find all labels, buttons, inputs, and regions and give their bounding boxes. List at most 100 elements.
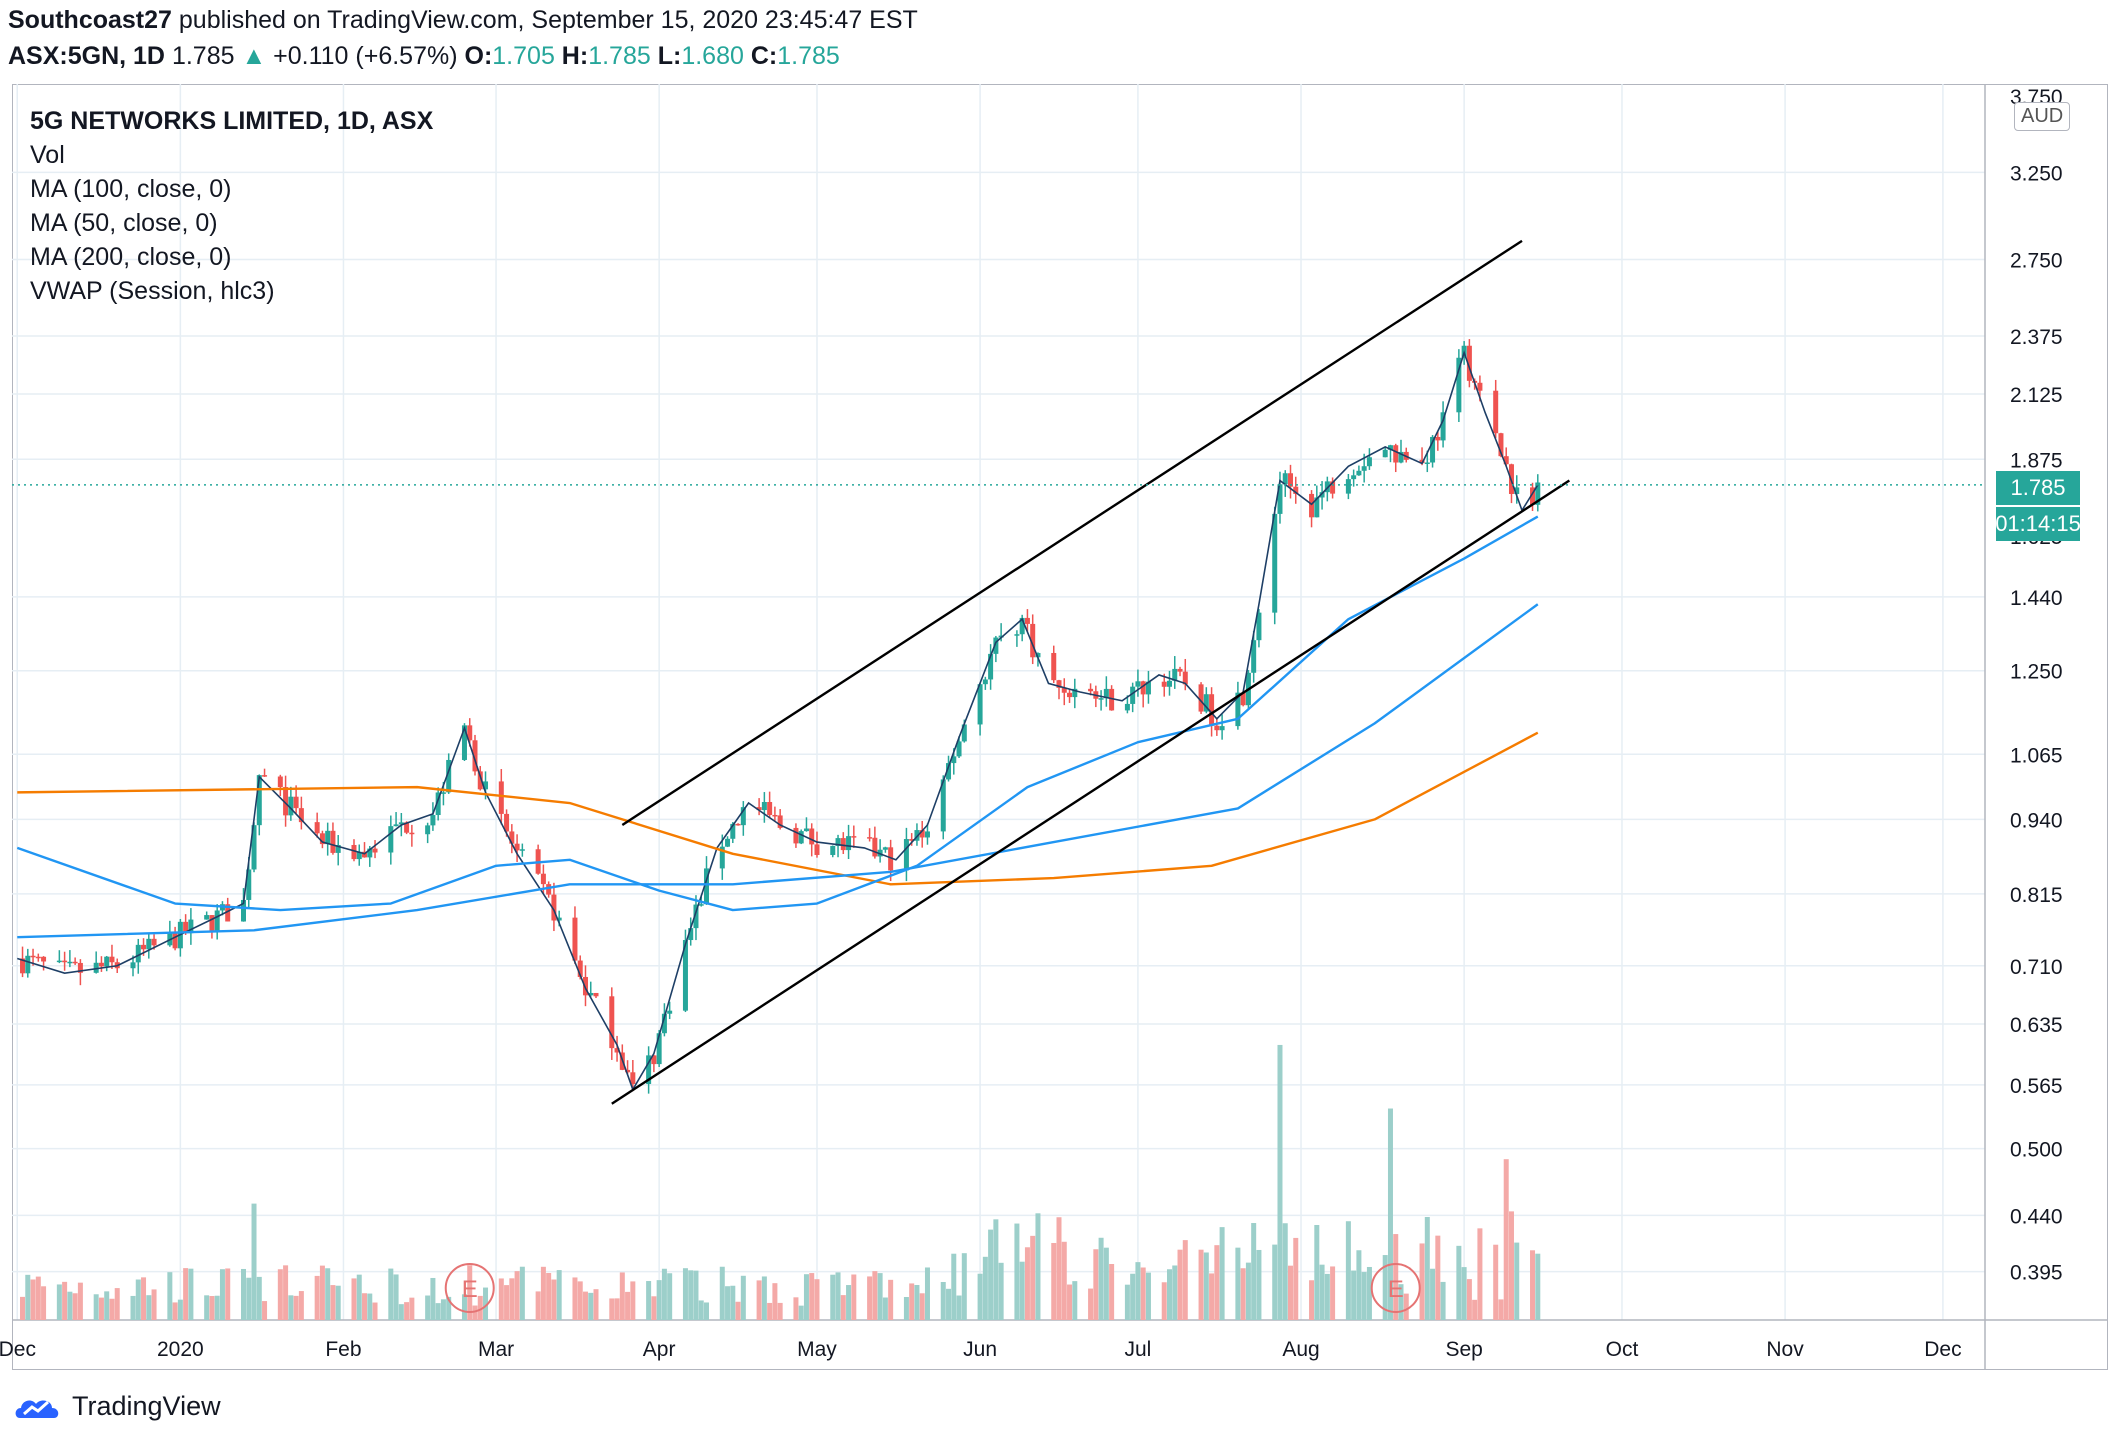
volume-bar <box>477 1295 483 1320</box>
volume-bar <box>614 1298 620 1320</box>
volume-bar <box>830 1274 836 1320</box>
volume-bar <box>219 1269 225 1320</box>
candle-body <box>251 825 257 870</box>
candle-body <box>1214 725 1220 731</box>
candle-body <box>740 807 746 826</box>
candle-body <box>30 955 36 958</box>
volume-bar <box>430 1277 436 1320</box>
candle-body <box>225 904 231 922</box>
volume-bar <box>903 1297 909 1320</box>
candle-body <box>67 961 73 964</box>
y-tick-label: 0.395 <box>2010 1262 2063 1285</box>
volume-bar <box>1109 1264 1115 1320</box>
candle-body <box>772 814 778 817</box>
volume-bar <box>809 1273 815 1320</box>
volume-bar <box>909 1283 915 1320</box>
volume-bar <box>398 1304 404 1320</box>
volume-bar <box>572 1277 578 1320</box>
candle-body <box>867 837 873 839</box>
legend-title[interactable]: 5G NETWORKS LIMITED, 1D, ASX <box>30 107 434 135</box>
legend-item-vol[interactable]: Vol <box>30 141 65 169</box>
candle-body <box>1293 486 1299 494</box>
volume-bar <box>151 1289 157 1320</box>
legend-item-ma100[interactable]: MA (100, close, 0) <box>30 175 232 203</box>
candle-body <box>1219 726 1225 731</box>
high-value: 1.785 <box>588 42 651 70</box>
volume-bar <box>246 1277 252 1320</box>
volume-bar <box>1166 1269 1172 1320</box>
trend-channel-line <box>621 239 1523 826</box>
chart-frame[interactable] <box>12 84 2108 1370</box>
candle-body <box>509 831 515 844</box>
volume-bar <box>1161 1282 1167 1320</box>
candle-body <box>661 1013 667 1034</box>
candle-body <box>1182 671 1188 685</box>
volume-bar <box>588 1292 594 1320</box>
candle-body <box>519 849 525 851</box>
volume-bar <box>372 1302 378 1320</box>
volume-bar <box>851 1274 857 1320</box>
volume-bar <box>840 1295 846 1320</box>
volume-bar <box>625 1291 631 1320</box>
candle-body <box>1477 382 1483 391</box>
candle-body <box>1345 479 1351 494</box>
candle-body <box>325 830 331 845</box>
candle-body <box>540 873 546 885</box>
candle-body <box>435 792 441 816</box>
x-tick-label: May <box>797 1338 837 1361</box>
volume-bar <box>1251 1223 1257 1320</box>
candle-body <box>1251 640 1257 673</box>
publish-info: Southcoast27 published on TradingView.co… <box>8 6 918 35</box>
volume-bar <box>1209 1273 1215 1320</box>
legend-item-ma50[interactable]: MA (50, close, 0) <box>30 209 218 237</box>
legend-item-vwap[interactable]: VWAP (Session, hlc3) <box>30 277 275 305</box>
footer-brand[interactable]: TradingView <box>12 1390 221 1422</box>
x-tick-label: Apr <box>643 1338 676 1361</box>
volume-bar <box>425 1295 431 1320</box>
candle-body <box>1424 462 1430 465</box>
volume-bar <box>1051 1242 1057 1320</box>
volume-bar <box>1530 1250 1536 1320</box>
volume-bar <box>814 1279 820 1320</box>
candle-body <box>1061 687 1067 693</box>
candle-body <box>988 653 994 680</box>
volume-bar <box>1172 1265 1178 1320</box>
volume-bar <box>619 1272 625 1320</box>
author-name[interactable]: Southcoast27 <box>8 6 172 34</box>
candle-body <box>993 637 999 654</box>
candle-body <box>777 815 783 828</box>
volume-bar <box>735 1301 741 1320</box>
candle-body <box>293 796 299 809</box>
currency-badge[interactable]: AUD <box>2014 102 2071 131</box>
volume-bar <box>924 1267 930 1320</box>
volume-bar <box>1440 1281 1446 1320</box>
candle-body <box>693 904 699 929</box>
candle-body <box>1456 357 1462 413</box>
volume-bar <box>1293 1237 1299 1320</box>
volume-bar <box>1177 1249 1183 1320</box>
volume-bar <box>351 1278 357 1320</box>
volume-bar <box>1182 1240 1188 1320</box>
volume-bar <box>946 1288 952 1320</box>
volume-bar <box>1466 1279 1472 1320</box>
volume-bar <box>1382 1255 1388 1320</box>
candle-body <box>330 830 336 853</box>
ma-100-line <box>17 603 1539 939</box>
y-tick-label: 2.375 <box>2010 326 2063 349</box>
ohlc-header: ASX:5GN, 1D 1.785 ▲ +0.110 (+6.57%) O:1.… <box>8 42 840 71</box>
volume-bar <box>777 1302 783 1320</box>
volume-bar <box>1067 1284 1073 1320</box>
volume-bar <box>1240 1268 1246 1320</box>
x-tick-label: 2020 <box>157 1338 204 1361</box>
volume-bar <box>467 1265 473 1320</box>
volume-bar <box>546 1272 552 1320</box>
legend-item-ma200[interactable]: MA (200, close, 0) <box>30 243 232 271</box>
volume-bar <box>141 1277 147 1320</box>
vwap-line <box>17 350 1539 1092</box>
candle-body <box>1019 617 1025 635</box>
volume-bar <box>867 1276 873 1320</box>
candle-body <box>1356 470 1362 476</box>
candle-body <box>440 792 446 794</box>
candle-body <box>240 899 246 922</box>
volume-bar <box>109 1298 115 1320</box>
